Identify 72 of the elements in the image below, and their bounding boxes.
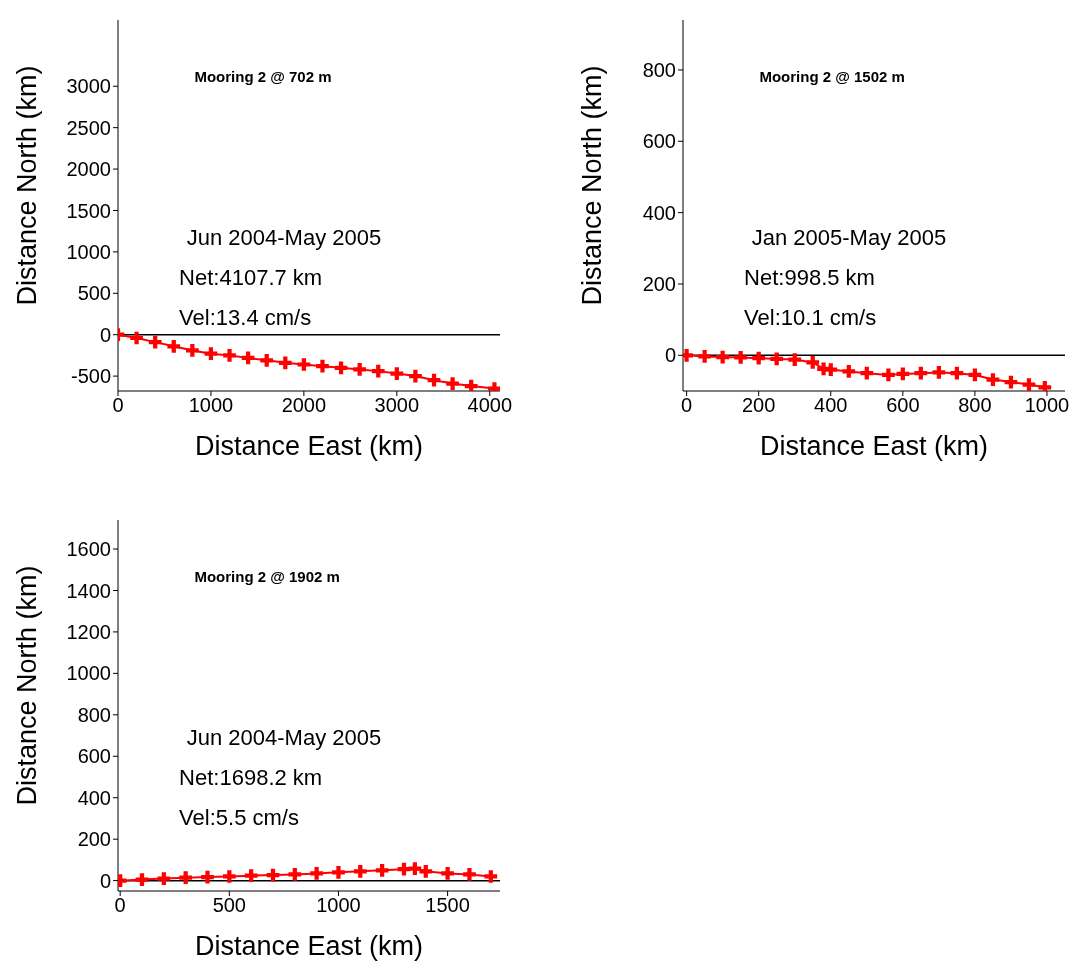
y-tick-label: 1600	[66, 538, 111, 561]
y-tick-label: 0	[664, 344, 676, 367]
x-tick-label: 800	[958, 394, 992, 417]
y-tick-label: 200	[642, 273, 676, 296]
annotation: Vel:13.4 cm/s	[179, 304, 312, 330]
x-tick-label: 3000	[374, 394, 420, 417]
point	[1038, 381, 1052, 391]
point	[896, 367, 910, 381]
x-tick-label: 0	[681, 394, 693, 417]
x-tick-label: 600	[886, 394, 920, 417]
x-tick-label: 2000	[281, 394, 327, 417]
point	[716, 350, 730, 364]
annotation: Net:1698.2 km	[179, 764, 323, 790]
point	[734, 351, 748, 364]
annotation: Jun 2004-May 2005	[186, 225, 382, 251]
y-tick-label: 600	[77, 745, 111, 768]
y-tick-label: 200	[77, 828, 111, 851]
annotation: Vel:10.1 cm/s	[744, 304, 877, 330]
text: Mooring 2 @ 1902 m	[194, 567, 340, 585]
y-tick-label: 1400	[66, 579, 111, 602]
y-tick-label: 1200	[66, 621, 111, 644]
point	[788, 353, 802, 366]
point	[806, 356, 820, 369]
x-axis-title: Distance East (km)	[194, 931, 424, 961]
point	[698, 350, 711, 363]
point	[914, 366, 928, 380]
y-tick-label: 800	[642, 59, 676, 82]
annotation: Net:4107.7 km	[179, 264, 323, 290]
x-tick-label: 400	[814, 394, 848, 417]
text: Mooring 2 @ 702 m	[194, 67, 332, 85]
point	[986, 373, 1000, 386]
point	[882, 368, 895, 382]
x-tick-label: 1000	[316, 894, 361, 917]
y-tick-label: 1500	[66, 199, 111, 222]
y-tick-label: 400	[642, 201, 676, 224]
y-axis-title: Distance North (km)	[11, 65, 42, 306]
x-tick-label: 0	[114, 894, 126, 917]
y-tick-label: 1000	[66, 240, 111, 263]
annotation: Net:998.5 km	[744, 264, 875, 290]
x-axis-title: Distance East (km)	[759, 431, 989, 461]
x-tick-label: 4000	[467, 394, 513, 417]
y-tick-label: -500	[70, 365, 111, 388]
x-tick-label: 1000	[188, 394, 234, 417]
point	[824, 363, 838, 376]
y-tick-label: 400	[77, 786, 111, 809]
x-tick-label: 500	[212, 894, 247, 917]
annotation: Jun 2004-May 2005	[186, 725, 382, 751]
text: Mooring 2 @ 1502 m	[759, 67, 905, 85]
y-axis-title: Distance North (km)	[576, 65, 607, 306]
x-tick-label: 1500	[425, 894, 470, 917]
y-tick-label: 600	[642, 130, 676, 153]
y-tick-label: 1000	[66, 662, 111, 685]
x-tick-label: 1000	[1024, 394, 1070, 417]
y-tick-label: 2000	[66, 158, 111, 181]
y-axis-title: Distance North (km)	[11, 565, 42, 806]
annotation: Jan 2005-May 2005	[751, 225, 947, 251]
point	[752, 351, 766, 365]
point	[842, 365, 856, 378]
annotation: Vel:5.5 cm/s	[179, 804, 299, 830]
point	[770, 352, 784, 366]
x-axis-title: Distance East (km)	[194, 431, 424, 461]
point	[932, 366, 946, 379]
y-tick-label: 800	[77, 703, 111, 726]
y-tick-label: 2500	[66, 116, 111, 139]
point	[950, 366, 964, 380]
y-tick-label: 500	[77, 282, 111, 305]
y-tick-label: 3000	[66, 75, 111, 98]
y-tick-label: 0	[99, 323, 111, 346]
x-tick-label: 200	[741, 394, 776, 417]
y-tick-label: 0	[99, 869, 111, 892]
point	[860, 366, 874, 380]
point	[1022, 378, 1036, 391]
